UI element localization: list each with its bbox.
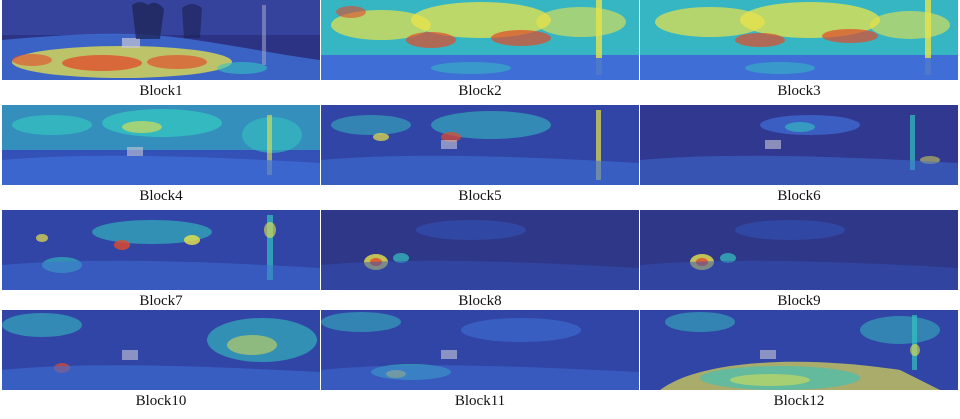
heatmap-image bbox=[2, 105, 320, 185]
heatmap-panel bbox=[2, 0, 320, 80]
heatmap-panel bbox=[321, 0, 639, 80]
heatmap-image bbox=[321, 310, 639, 390]
panel-cell: Block9 bbox=[640, 210, 958, 312]
heatmap-image bbox=[640, 105, 958, 185]
panel-cell: Block8 bbox=[321, 210, 639, 312]
panel-caption: Block3 bbox=[777, 83, 821, 99]
panel-cell: Block11 bbox=[321, 310, 639, 412]
panel-cell: Block4 bbox=[2, 105, 320, 207]
panel-caption: Block11 bbox=[454, 393, 506, 409]
heatmap-panel bbox=[2, 310, 320, 390]
panel-caption: Block5 bbox=[458, 188, 502, 204]
heatmap-panel bbox=[2, 210, 320, 290]
panel-caption: Block8 bbox=[458, 293, 502, 309]
heatmap-panel bbox=[640, 0, 958, 80]
heatmap-image bbox=[640, 210, 958, 290]
panel-cell: Block3 bbox=[640, 0, 958, 102]
panel-caption: Block7 bbox=[139, 293, 183, 309]
panel-caption: Block12 bbox=[773, 393, 825, 409]
panel-caption: Block4 bbox=[139, 188, 183, 204]
panel-caption: Block1 bbox=[139, 83, 183, 99]
panel-cell: Block2 bbox=[321, 0, 639, 102]
panel-cell: Block5 bbox=[321, 105, 639, 207]
heatmap-image bbox=[321, 210, 639, 290]
heatmap-panel bbox=[321, 210, 639, 290]
panel-cell: Block10 bbox=[2, 310, 320, 412]
heatmap-panel bbox=[640, 105, 958, 185]
heatmap-image bbox=[640, 0, 958, 80]
panel-caption: Block2 bbox=[458, 83, 502, 99]
heatmap-panel bbox=[2, 105, 320, 185]
heatmap-image bbox=[640, 310, 958, 390]
heatmap-image bbox=[2, 0, 320, 80]
panel-caption: Block9 bbox=[777, 293, 821, 309]
heatmap-image bbox=[2, 310, 320, 390]
heatmap-image bbox=[2, 210, 320, 290]
heatmap-panel bbox=[640, 310, 958, 390]
panel-cell: Block7 bbox=[2, 210, 320, 312]
panel-cell: Block12 bbox=[640, 310, 958, 412]
panel-caption: Block10 bbox=[135, 393, 187, 409]
heatmap-panel bbox=[321, 310, 639, 390]
panel-caption: Block6 bbox=[777, 188, 821, 204]
heatmap-panel bbox=[321, 105, 639, 185]
heatmap-image bbox=[321, 105, 639, 185]
panel-cell: Block1 bbox=[2, 0, 320, 102]
heatmap-panel bbox=[640, 210, 958, 290]
heatmap-image bbox=[321, 0, 639, 80]
panel-cell: Block6 bbox=[640, 105, 958, 207]
